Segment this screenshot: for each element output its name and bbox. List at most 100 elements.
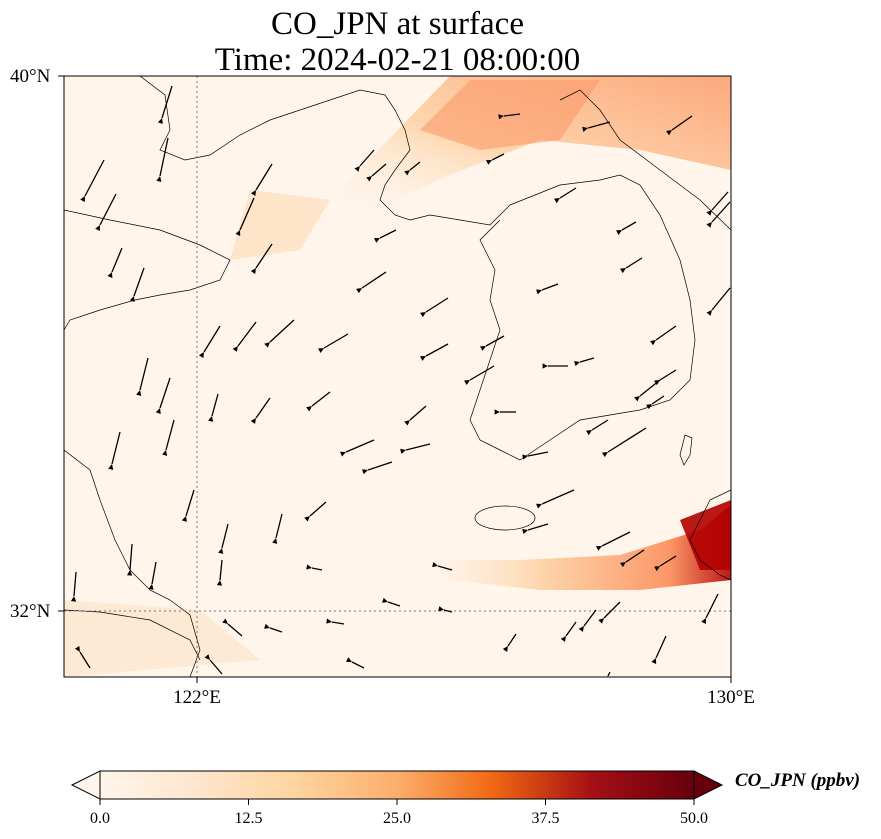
wind-arrow-shaft — [711, 201, 731, 223]
wind-arrow-head — [250, 190, 256, 196]
plume-south — [420, 505, 731, 590]
wind-arrow-shaft — [579, 357, 595, 363]
wind-arrow-head — [480, 346, 486, 351]
wind-arrow-shaft — [221, 523, 229, 549]
wind-arrow-shaft — [405, 443, 431, 451]
wind-arrow-head — [232, 346, 238, 352]
wind-arrow-shaft — [239, 197, 255, 231]
wind-arrow-head — [706, 210, 712, 216]
wind-arrow-shaft — [323, 333, 349, 349]
colorbar-extend-max — [693, 770, 724, 800]
wind-arrow-shaft — [651, 395, 665, 405]
wind-arrow-head — [264, 342, 270, 348]
wind-arrow-shaft — [139, 357, 149, 391]
wind-arrow-head — [70, 596, 77, 602]
colorbar-label: CO_JPN (ppbv) — [735, 770, 861, 791]
wind-arrow-head — [216, 580, 223, 586]
wind-arrow-shaft — [491, 153, 505, 161]
wind-arrow-shaft — [711, 191, 729, 211]
wind-arrow-head — [420, 312, 426, 318]
wind-arrow-shaft — [711, 287, 731, 311]
wind-arrow-shaft — [311, 567, 323, 571]
wind-arrow-head — [95, 225, 100, 231]
wind-arrow-head — [155, 408, 161, 414]
wind-arrow-shaft — [331, 621, 345, 625]
wind-arrow-shaft — [255, 243, 273, 269]
wind-arrow-shaft — [351, 661, 365, 669]
wind-arrow-head — [148, 584, 154, 590]
wind-arrow-shaft — [159, 377, 171, 409]
wind-arrow-head — [326, 618, 332, 624]
wind-arrow-head — [198, 352, 204, 358]
colorbar-tick-label: 25.0 — [383, 810, 411, 827]
wind-arrow-head — [235, 230, 241, 236]
wind-arrow-head — [129, 296, 135, 302]
wind-arrow-shaft — [311, 391, 331, 407]
plume-southeast-core — [680, 500, 731, 570]
wind-arrow-shaft — [565, 621, 577, 637]
wind-arrow-head — [536, 503, 542, 509]
lat-label-40: 40°N — [10, 66, 51, 87]
wind-arrow-shaft — [379, 229, 397, 239]
wind-arrow-head — [404, 170, 410, 176]
wind-arrow-head — [650, 340, 656, 346]
gridlines — [64, 76, 731, 677]
axis-ticks — [58, 75, 732, 683]
wind-arrow-shaft — [99, 193, 117, 226]
wind-arrow-shaft — [425, 343, 449, 357]
wind-arrow-shaft — [625, 549, 645, 563]
wind-arrow-head — [218, 548, 224, 554]
wind-arrow-shaft — [443, 609, 453, 613]
bohai-coast — [139, 76, 511, 226]
wind-arrow-shaft — [111, 247, 123, 273]
wind-arrow-shaft — [73, 571, 77, 597]
wind-arrow-head — [578, 626, 584, 632]
lon-label-122: 122°E — [173, 687, 221, 708]
wind-arrow-head — [498, 114, 504, 120]
wind-arrow-head — [208, 416, 214, 422]
wind-arrow-head — [74, 646, 80, 652]
wind-arrow-head — [536, 289, 542, 295]
wind-arrow-head — [432, 562, 438, 568]
korea-north-coast — [559, 89, 731, 231]
plume-southwest — [64, 600, 260, 677]
wind-arrow-shaft — [361, 271, 387, 289]
wind-arrow-head — [204, 654, 210, 660]
wind-arrow-shaft — [309, 501, 327, 517]
wind-arrow-shaft — [211, 393, 219, 417]
wind-arrow-shaft — [607, 427, 647, 453]
wind-arrow-head — [616, 230, 622, 235]
coastlines — [64, 76, 731, 677]
wind-arrow-head — [346, 657, 352, 662]
wind-arrow-shaft — [541, 489, 575, 505]
wind-arrow-head — [356, 288, 362, 294]
wind-arrow-shaft — [227, 623, 243, 637]
plume-west-band — [230, 190, 330, 260]
wind-arrow-shaft — [84, 159, 105, 197]
wind-arrow-head — [554, 198, 560, 204]
wind-arrow-shaft — [583, 609, 597, 627]
wind-arrow-shaft — [269, 627, 283, 633]
wind-arrow-head — [404, 420, 410, 426]
wind-arrow-head — [560, 636, 566, 642]
japan-coast — [689, 489, 731, 581]
wind-arrow-shaft — [79, 651, 91, 669]
wind-arrow-head — [107, 272, 113, 278]
wind-arrow-head — [181, 516, 187, 522]
wind-arrow-head — [486, 160, 492, 165]
wind-arrow-shaft — [591, 419, 609, 431]
wind-arrow-head — [620, 268, 626, 274]
wind-arrow-shaft — [255, 163, 273, 191]
wind-arrow-head — [602, 452, 608, 458]
colorbar-tick-label: 12.5 — [234, 810, 263, 827]
colorbar-ticks — [99, 799, 695, 805]
wind-arrow-shaft — [503, 113, 521, 117]
wind-arrow-shaft — [559, 187, 577, 199]
yangtze-estuary — [64, 609, 201, 661]
wind-arrow-head — [666, 130, 672, 136]
wind-arrow-shaft — [345, 439, 375, 453]
wind-arrow-shaft — [507, 633, 517, 647]
wind-arrow-shaft — [275, 513, 283, 539]
colorbar-extend-min — [70, 770, 101, 800]
wind-arrow-shaft — [367, 461, 393, 471]
